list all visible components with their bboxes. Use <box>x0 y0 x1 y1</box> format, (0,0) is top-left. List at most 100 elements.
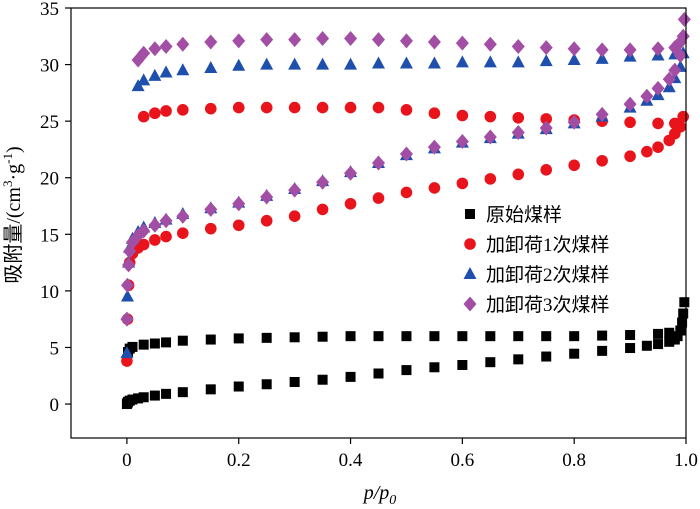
data-point <box>149 107 161 120</box>
data-point <box>400 104 413 116</box>
data-point <box>652 141 664 153</box>
data-point <box>483 129 497 145</box>
data-point <box>232 101 245 114</box>
data-point <box>668 62 682 78</box>
data-point <box>344 57 358 70</box>
data-point <box>679 297 690 308</box>
data-point <box>541 331 552 342</box>
data-point <box>457 331 468 342</box>
data-point <box>344 101 357 114</box>
data-point <box>539 120 553 136</box>
data-point <box>160 230 172 243</box>
legend-label: 原始煤样 <box>486 204 562 226</box>
data-point <box>288 57 302 70</box>
data-point <box>232 196 246 212</box>
y-tick-label: 15 <box>40 225 59 246</box>
x-tick-label: 0.6 <box>450 450 474 471</box>
data-point <box>456 177 469 190</box>
data-point <box>149 338 160 349</box>
data-point <box>511 55 525 68</box>
data-point <box>485 357 496 368</box>
data-point <box>569 331 580 342</box>
data-point <box>373 368 384 379</box>
data-point <box>540 113 553 125</box>
data-point <box>232 33 246 49</box>
data-point <box>457 360 468 371</box>
data-point <box>485 331 496 342</box>
data-point <box>345 331 356 342</box>
data-point <box>260 57 274 70</box>
data-point <box>568 159 580 172</box>
data-point <box>511 38 525 54</box>
legend-label: 加卸荷1次煤样 <box>486 234 610 256</box>
data-point <box>289 376 300 387</box>
data-point <box>625 330 636 341</box>
data-point <box>205 334 216 345</box>
data-point <box>176 208 190 224</box>
data-point <box>569 348 580 359</box>
y-tick-label: 0 <box>50 395 60 416</box>
data-point <box>484 110 497 123</box>
data-point <box>288 210 301 223</box>
data-point <box>204 222 217 235</box>
data-point <box>539 40 553 56</box>
data-point <box>428 182 441 194</box>
data-point <box>204 201 218 217</box>
data-point <box>161 337 172 348</box>
data-point <box>148 68 162 81</box>
data-point <box>372 56 385 69</box>
x-tick-label: 0.8 <box>562 450 586 471</box>
data-point <box>567 41 581 57</box>
data-point <box>344 197 357 210</box>
data-point <box>316 57 330 70</box>
data-point <box>640 88 654 104</box>
data-point <box>316 174 330 190</box>
series-1 <box>121 297 690 410</box>
data-point <box>177 387 188 398</box>
data-point <box>148 217 162 233</box>
legend-label: 加卸荷3次煤样 <box>486 294 610 316</box>
legend-item: 加卸荷2次煤样 <box>463 264 610 286</box>
data-point <box>372 32 385 48</box>
data-point <box>120 277 134 293</box>
data-point <box>641 145 653 158</box>
data-point <box>131 52 145 68</box>
data-point <box>149 390 160 401</box>
data-point <box>595 106 609 122</box>
data-point <box>399 56 413 69</box>
data-point <box>651 41 665 57</box>
data-point <box>260 101 273 114</box>
data-point <box>176 36 190 52</box>
data-point <box>122 257 136 273</box>
data-point <box>159 38 173 54</box>
data-point <box>595 42 609 58</box>
data-point <box>120 311 134 327</box>
legend-marker <box>463 267 477 279</box>
data-point <box>513 331 524 342</box>
data-point <box>539 54 553 67</box>
legend-marker <box>464 238 476 250</box>
data-point <box>399 146 413 162</box>
y-tick-label: 25 <box>40 112 59 133</box>
data-point <box>289 332 300 343</box>
data-point <box>540 164 553 176</box>
legend-item: 加卸荷1次煤样 <box>464 234 610 256</box>
axis-ticks: 0 0.2 0.4 0.6 0.8 1.0 0 5 10 15 20 25 30 35 <box>40 0 698 471</box>
data-point <box>204 102 217 115</box>
data-point <box>204 60 218 73</box>
data-point <box>399 33 413 49</box>
data-point <box>401 331 412 342</box>
data-point <box>427 139 441 155</box>
data-point <box>160 105 172 117</box>
data-point <box>429 331 440 342</box>
data-point <box>483 55 497 68</box>
data-point <box>131 79 145 92</box>
data-point <box>624 116 636 129</box>
data-point <box>623 42 637 58</box>
data-point <box>261 379 272 390</box>
data-point <box>288 182 302 198</box>
data-point <box>317 374 328 385</box>
data-point <box>345 371 356 382</box>
data-point <box>641 340 652 351</box>
